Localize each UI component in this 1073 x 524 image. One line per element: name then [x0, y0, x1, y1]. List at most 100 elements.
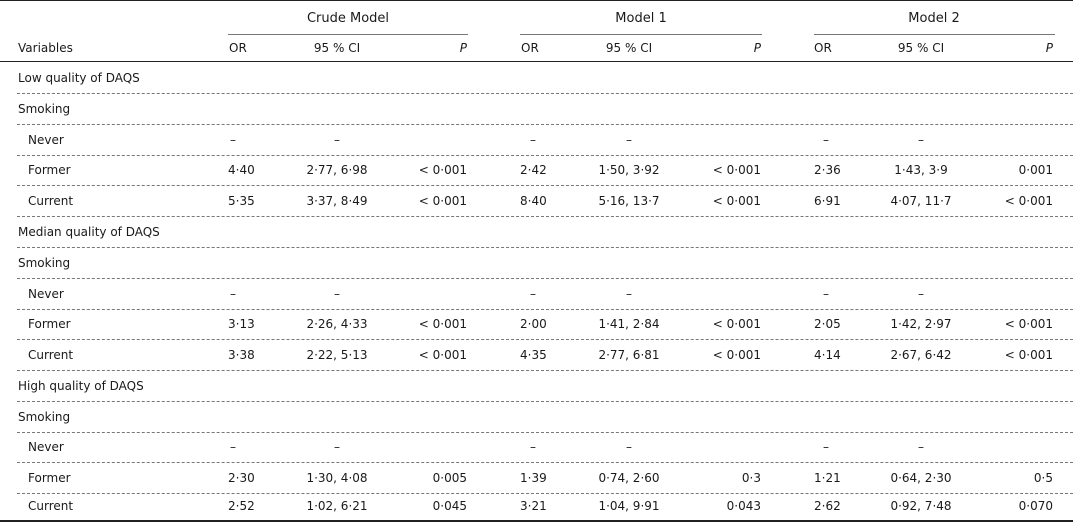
- subheader-p-crude: P: [459, 41, 467, 55]
- variables-header: Variables: [18, 41, 73, 55]
- subheader-ci-model-2: 95 % CI: [897, 41, 945, 55]
- row-label: Current: [28, 348, 74, 362]
- cell-p-crude: < 0·001: [418, 163, 467, 177]
- table-top-rule: [0, 0, 1073, 1]
- cell-ci-model-2: –: [918, 287, 924, 301]
- cell-ci-model-2: 4·07, 11·7: [890, 194, 952, 208]
- cell-ci-model-2: 0·92, 7·48: [890, 499, 952, 513]
- subheader-p-model-1: P: [753, 41, 761, 55]
- table-row: Former 2·30 1·30, 4·08 0·005 1·39 0·74, …: [0, 463, 1073, 493]
- row-label: Smoking: [18, 102, 71, 116]
- row-divider: [17, 278, 1073, 279]
- row-divider: [17, 185, 1073, 186]
- table-row: Former 3·13 2·26, 4·33 < 0·001 2·00 1·41…: [0, 309, 1073, 339]
- cell-or-model-1: 1·39: [520, 471, 547, 485]
- cell-ci-crude: –: [334, 287, 340, 301]
- table-row: High quality of DAQS: [0, 371, 1073, 401]
- cell-p-model-1: < 0·001: [712, 194, 761, 208]
- subheader-or-model-2: OR: [814, 41, 832, 55]
- cell-or-crude: 5·35: [228, 194, 255, 208]
- cell-ci-crude: 2·77, 6·98: [306, 163, 368, 177]
- cell-or-model-1: 2·42: [520, 163, 547, 177]
- cell-or-crude: –: [230, 287, 236, 301]
- cell-p-crude: 0·045: [432, 499, 467, 513]
- cell-ci-crude: 1·02, 6·21: [306, 499, 368, 513]
- table-bottom-rule: [0, 520, 1073, 522]
- row-divider: [17, 432, 1073, 433]
- table-row: Current 3·38 2·22, 5·13 < 0·001 4·35 2·7…: [0, 340, 1073, 370]
- row-label: Former: [28, 163, 71, 177]
- table-row: Former 4·40 2·77, 6·98 < 0·001 2·42 1·50…: [0, 155, 1073, 185]
- cell-or-model-2: –: [823, 440, 829, 454]
- header-rule: [0, 61, 1073, 62]
- subheader-or-crude: OR: [229, 41, 247, 55]
- row-label: Current: [28, 194, 74, 208]
- cell-p-model-2: 0·5: [1033, 471, 1053, 485]
- row-divider: [17, 493, 1073, 494]
- cell-p-model-1: 0·043: [726, 499, 761, 513]
- row-divider: [17, 339, 1073, 340]
- cell-ci-crude: –: [334, 440, 340, 454]
- cell-ci-model-2: 1·42, 2·97: [890, 317, 952, 331]
- cell-p-model-1: < 0·001: [712, 163, 761, 177]
- cell-or-model-2: 2·05: [814, 317, 841, 331]
- table-row: Low quality of DAQS: [0, 63, 1073, 93]
- subheader-or-model-1: OR: [521, 41, 539, 55]
- cell-or-model-2: 1·21: [814, 471, 841, 485]
- cell-ci-model-1: 0·74, 2·60: [598, 471, 660, 485]
- row-label: Smoking: [18, 256, 71, 270]
- cell-ci-model-1: 1·04, 9·91: [598, 499, 660, 513]
- cell-p-model-1: < 0·001: [712, 348, 761, 362]
- cell-or-crude: 2·52: [228, 499, 255, 513]
- cell-or-crude: 3·13: [228, 317, 255, 331]
- cell-ci-model-1: 1·41, 2·84: [598, 317, 660, 331]
- group-header-crude-model: Crude Model: [306, 11, 390, 26]
- cell-or-model-2: 2·62: [814, 499, 841, 513]
- row-label: Median quality of DAQS: [18, 225, 160, 239]
- row-divider: [17, 370, 1073, 371]
- cell-p-crude: < 0·001: [418, 194, 467, 208]
- row-divider: [17, 155, 1073, 156]
- cell-or-model-2: 4·14: [814, 348, 841, 362]
- row-label: Never: [28, 287, 64, 301]
- row-divider: [17, 93, 1073, 94]
- cell-or-model-2: 6·91: [814, 194, 841, 208]
- table-row: Smoking: [0, 402, 1073, 432]
- cell-ci-crude: 1·30, 4·08: [306, 471, 368, 485]
- cell-p-crude: < 0·001: [418, 317, 467, 331]
- cell-or-model-2: –: [823, 287, 829, 301]
- table-row: Smoking: [0, 248, 1073, 278]
- cell-ci-model-1: 2·77, 6·81: [598, 348, 660, 362]
- table-row: Never – – – – – –: [0, 432, 1073, 462]
- row-divider: [17, 124, 1073, 125]
- cell-or-model-2: 2·36: [814, 163, 841, 177]
- row-label: Former: [28, 317, 71, 331]
- row-label: Former: [28, 471, 71, 485]
- table-row: Never – – – – – –: [0, 279, 1073, 309]
- cell-p-model-1: < 0·001: [712, 317, 761, 331]
- cell-or-crude: –: [230, 440, 236, 454]
- cell-ci-model-1: 5·16, 13·7: [598, 194, 660, 208]
- cell-p-model-2: < 0·001: [1004, 348, 1053, 362]
- cell-ci-model-2: 2·67, 6·42: [890, 348, 952, 362]
- table-row: Smoking: [0, 94, 1073, 124]
- cell-ci-crude: 3·37, 8·49: [306, 194, 368, 208]
- cell-or-model-1: 2·00: [520, 317, 547, 331]
- row-divider: [17, 309, 1073, 310]
- cell-or-model-1: 8·40: [520, 194, 547, 208]
- table-row: Current 2·52 1·02, 6·21 0·045 3·21 1·04,…: [0, 492, 1073, 522]
- cell-p-model-2: < 0·001: [1004, 317, 1053, 331]
- cell-ci-model-2: –: [918, 440, 924, 454]
- cell-ci-model-1: –: [626, 287, 632, 301]
- group-underline-crude: [228, 34, 468, 35]
- group-underline-model-2: [814, 34, 1055, 35]
- row-divider: [17, 247, 1073, 248]
- cell-ci-model-2: 1·43, 3·9: [894, 163, 948, 177]
- subheader-p-model-2: P: [1045, 41, 1053, 55]
- cell-or-crude: 2·30: [228, 471, 255, 485]
- cell-or-model-1: 3·21: [520, 499, 547, 513]
- cell-p-crude: 0·005: [432, 471, 467, 485]
- cell-p-model-2: < 0·001: [1004, 194, 1053, 208]
- row-label: Smoking: [18, 410, 71, 424]
